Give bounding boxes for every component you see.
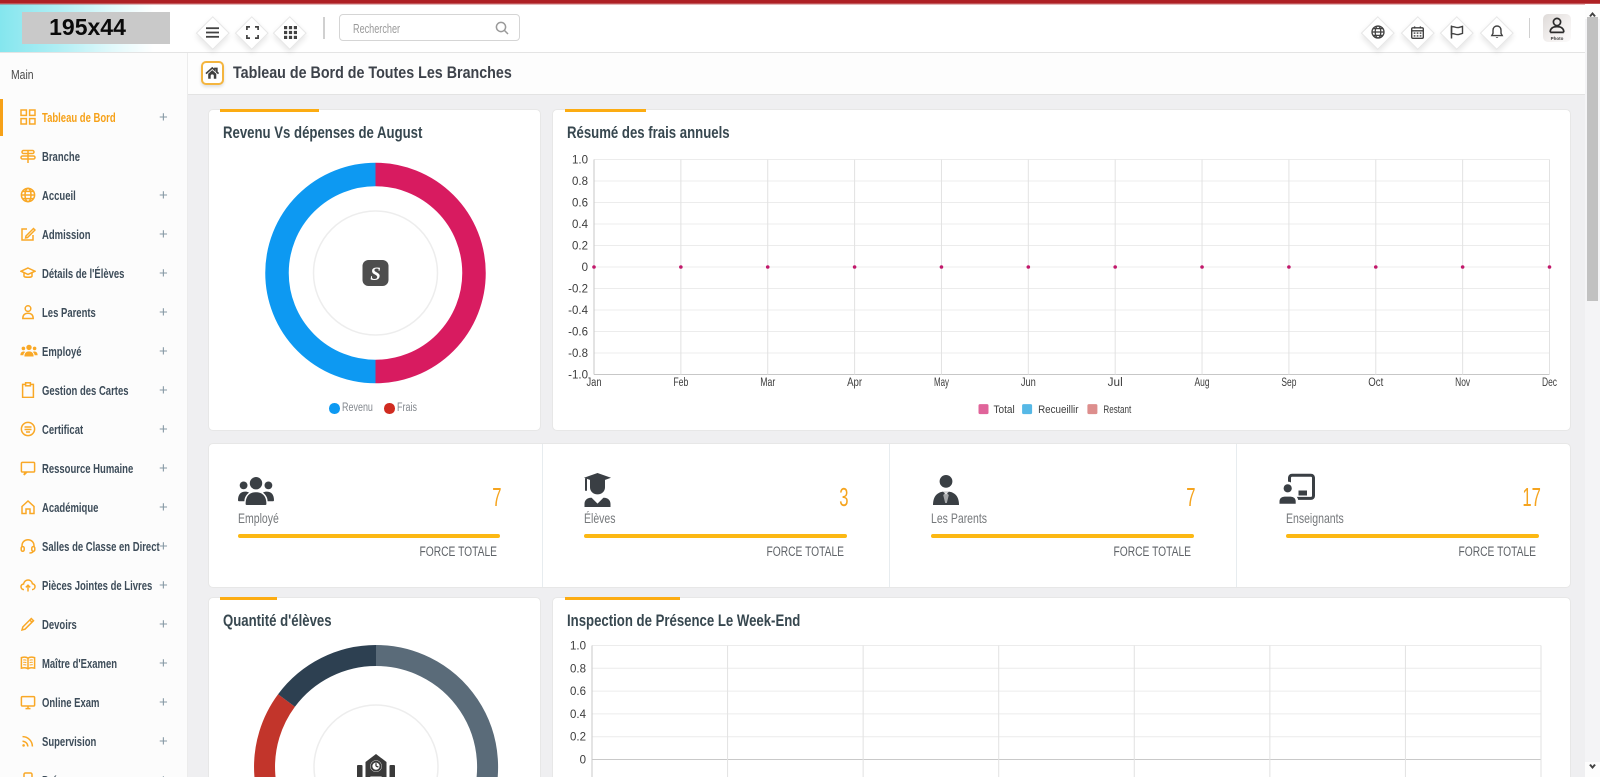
- svg-text:0.4: 0.4: [570, 709, 587, 721]
- svg-text:0.8: 0.8: [570, 663, 586, 675]
- svg-text:Restant: Restant: [1103, 404, 1131, 416]
- svg-text:1.0: 1.0: [570, 641, 586, 653]
- svg-text:0.6: 0.6: [570, 686, 586, 698]
- svg-text:-1.0: -1.0: [568, 369, 588, 381]
- svg-text:S: S: [370, 264, 381, 285]
- svg-text:0.8: 0.8: [572, 176, 588, 188]
- svg-text:Total: Total: [993, 404, 1014, 416]
- svg-text:-0.4: -0.4: [568, 305, 588, 317]
- svg-text:Aug: Aug: [1194, 377, 1209, 389]
- svg-text:Nov: Nov: [1455, 377, 1470, 389]
- svg-text:Dec: Dec: [1542, 377, 1557, 389]
- svg-text:Sep: Sep: [1281, 377, 1296, 389]
- svg-text:0.2: 0.2: [572, 240, 588, 252]
- svg-text:0.6: 0.6: [572, 197, 588, 209]
- svg-text:Mar: Mar: [760, 377, 775, 389]
- svg-text:-0.6: -0.6: [568, 326, 588, 338]
- svg-text:0.2: 0.2: [570, 732, 586, 744]
- svg-text:-0.8: -0.8: [568, 348, 588, 360]
- svg-text:1.0: 1.0: [572, 154, 588, 166]
- svg-text:Recueillir: Recueillir: [1038, 404, 1079, 416]
- svg-text:Jan: Jan: [586, 377, 601, 389]
- svg-text:Feb: Feb: [673, 377, 688, 389]
- svg-text:0: 0: [581, 262, 587, 274]
- svg-text:Apr: Apr: [847, 377, 862, 389]
- svg-text:-0.2: -0.2: [568, 283, 588, 295]
- svg-text:0: 0: [579, 755, 585, 767]
- svg-text:May: May: [933, 377, 948, 389]
- svg-text:Jun: Jun: [1020, 377, 1035, 389]
- svg-text:0.4: 0.4: [572, 219, 589, 231]
- svg-text:Jul: Jul: [1107, 377, 1122, 389]
- svg-text:Oct: Oct: [1368, 377, 1384, 389]
